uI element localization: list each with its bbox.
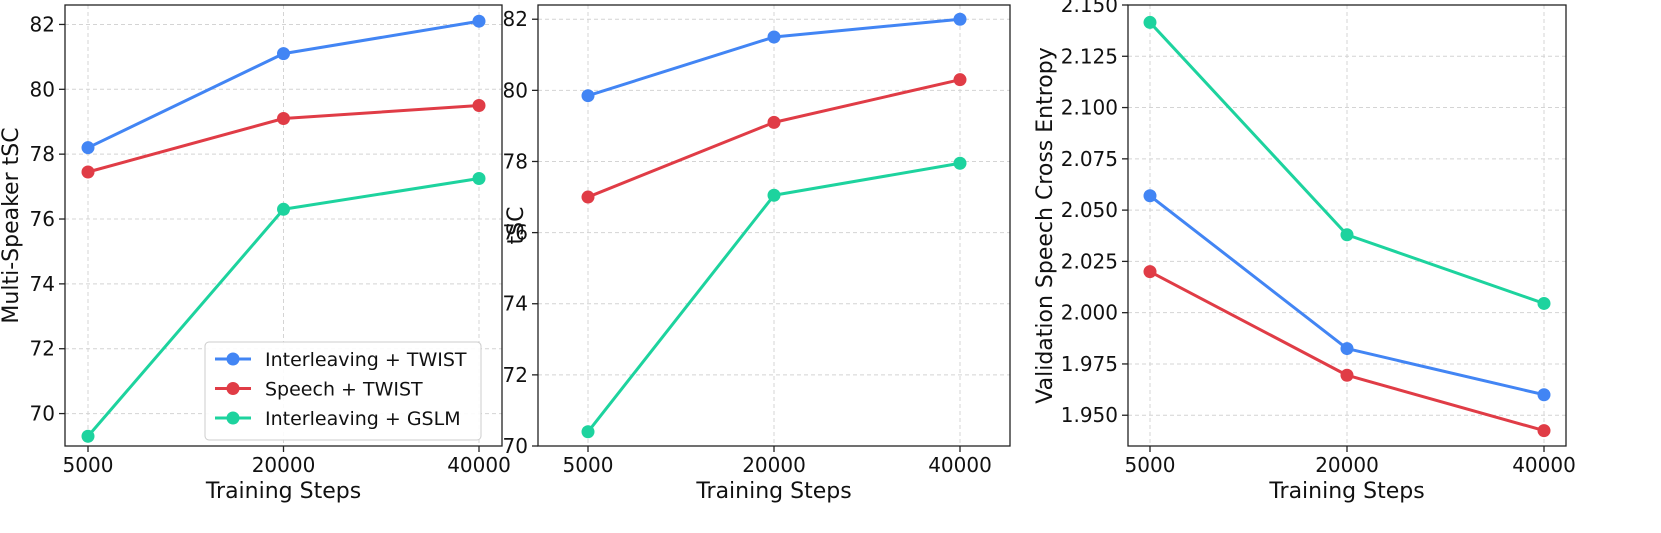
- y-tick-label: 74: [30, 272, 55, 296]
- data-point: [1143, 265, 1157, 279]
- series-2: [581, 73, 967, 204]
- data-point: [277, 111, 290, 125]
- data-point: [277, 202, 290, 216]
- data-point: [1537, 424, 1551, 438]
- x-axis-label: Training Steps: [205, 479, 361, 504]
- grid: [538, 5, 1010, 447]
- data-point: [1340, 342, 1354, 356]
- data-point: [953, 73, 967, 87]
- y-tick-label: 70: [503, 434, 528, 458]
- data-point: [581, 89, 595, 103]
- y-tick-label: 2.025: [1061, 249, 1118, 273]
- series-1: [81, 14, 486, 155]
- series-2: [81, 99, 486, 179]
- data-point: [767, 30, 781, 44]
- x-tick-label: 5000: [1125, 453, 1176, 477]
- x-tick-label: 5000: [563, 453, 614, 477]
- y-axis-label: tSC: [504, 207, 529, 245]
- y-tick-label: 72: [503, 363, 528, 387]
- y-tick-label: 1.950: [1061, 403, 1118, 427]
- data-point: [1340, 368, 1354, 382]
- legend-swatch-marker: [226, 352, 240, 366]
- x-tick-label: 20000: [742, 453, 806, 477]
- series-1: [1143, 189, 1551, 402]
- legend-swatch-marker: [226, 411, 240, 425]
- y-tick-label: 70: [30, 402, 55, 426]
- x-axis-label: Training Steps: [1268, 479, 1424, 504]
- chart-panel-2: 5000 20000 40000 70 72 74 76 78 80 82 Training Ste…: [503, 4, 1011, 504]
- chart-panel-3: 5000 20000 40000 1.950 1.975 2.000 2.025 2.050 2…: [1033, 0, 1576, 504]
- series-2: [1143, 265, 1551, 438]
- y-tick-label: 2.150: [1061, 0, 1118, 17]
- data-point: [81, 141, 95, 155]
- series-3: [81, 171, 486, 443]
- data-point: [472, 171, 486, 185]
- data-point: [1143, 189, 1157, 203]
- data-point: [767, 115, 781, 129]
- x-tick-label: 40000: [447, 453, 511, 477]
- y-tick-label: 74: [503, 292, 528, 316]
- y-axis-label: Multi-Speaker tSC: [0, 127, 24, 323]
- y-tick-label: 78: [503, 149, 528, 173]
- data-point: [472, 99, 486, 113]
- data-point: [581, 425, 595, 439]
- data-point: [767, 188, 781, 202]
- data-point: [1537, 388, 1551, 402]
- data-point: [81, 165, 95, 179]
- data-point: [472, 14, 486, 28]
- data-point: [81, 429, 95, 443]
- y-tick-label: 2.000: [1061, 301, 1118, 325]
- x-tick-label: 20000: [1315, 453, 1379, 477]
- legend-box: [204, 341, 482, 441]
- y-tick-label: 76: [30, 207, 55, 231]
- x-tick-label: 40000: [1512, 453, 1576, 477]
- y-tick-label: 2.100: [1061, 96, 1118, 120]
- y-tick-label: 2.075: [1061, 147, 1118, 171]
- data-point: [953, 156, 967, 170]
- series-1: [581, 12, 967, 103]
- series-3: [1143, 15, 1551, 310]
- legend-entry-label: Interleaving + TWIST: [265, 349, 467, 371]
- x-axis-label: Training Steps: [695, 479, 851, 504]
- y-tick-label: 2.125: [1061, 44, 1118, 68]
- y-tick-label: 2.050: [1061, 198, 1118, 222]
- series-3: [581, 156, 967, 439]
- data-point: [1340, 228, 1354, 242]
- y-tick-label: 82: [503, 7, 528, 31]
- y-tick-label: 76: [503, 221, 528, 245]
- y-tick-label: 1.975: [1061, 352, 1118, 376]
- y-axis-label: Validation Speech Cross Entropy: [1033, 47, 1058, 403]
- x-tick-label: 40000: [928, 453, 992, 477]
- data-point: [953, 12, 967, 26]
- data-point: [1143, 15, 1157, 29]
- x-tick-label: 20000: [252, 453, 316, 477]
- y-tick-label: 78: [30, 142, 55, 166]
- data-point: [581, 190, 595, 204]
- data-point: [277, 47, 290, 61]
- legend-entry-label: Interleaving + GSLM: [265, 408, 461, 430]
- y-tick-label: 82: [30, 12, 55, 36]
- legend: Interleaving + TWIST Speech + TWIST Interl…: [204, 341, 482, 441]
- y-tick-label: 72: [30, 337, 55, 361]
- chart-panel-1: 5000 20000 40000 70 72 74 76 78 80 82 Training Ste…: [0, 4, 511, 504]
- y-tick-label: 80: [30, 77, 55, 101]
- legend-entry-label: Speech + TWIST: [265, 379, 423, 401]
- y-tick-label: 80: [503, 78, 528, 102]
- legend-swatch-marker: [226, 382, 240, 395]
- data-point: [1537, 296, 1551, 310]
- x-tick-label: 5000: [63, 453, 114, 477]
